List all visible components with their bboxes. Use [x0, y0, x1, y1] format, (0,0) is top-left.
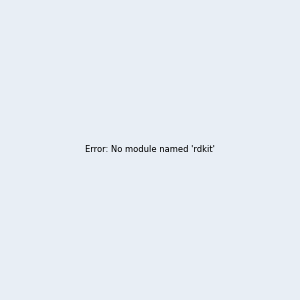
Text: Error: No module named 'rdkit': Error: No module named 'rdkit'	[85, 146, 215, 154]
